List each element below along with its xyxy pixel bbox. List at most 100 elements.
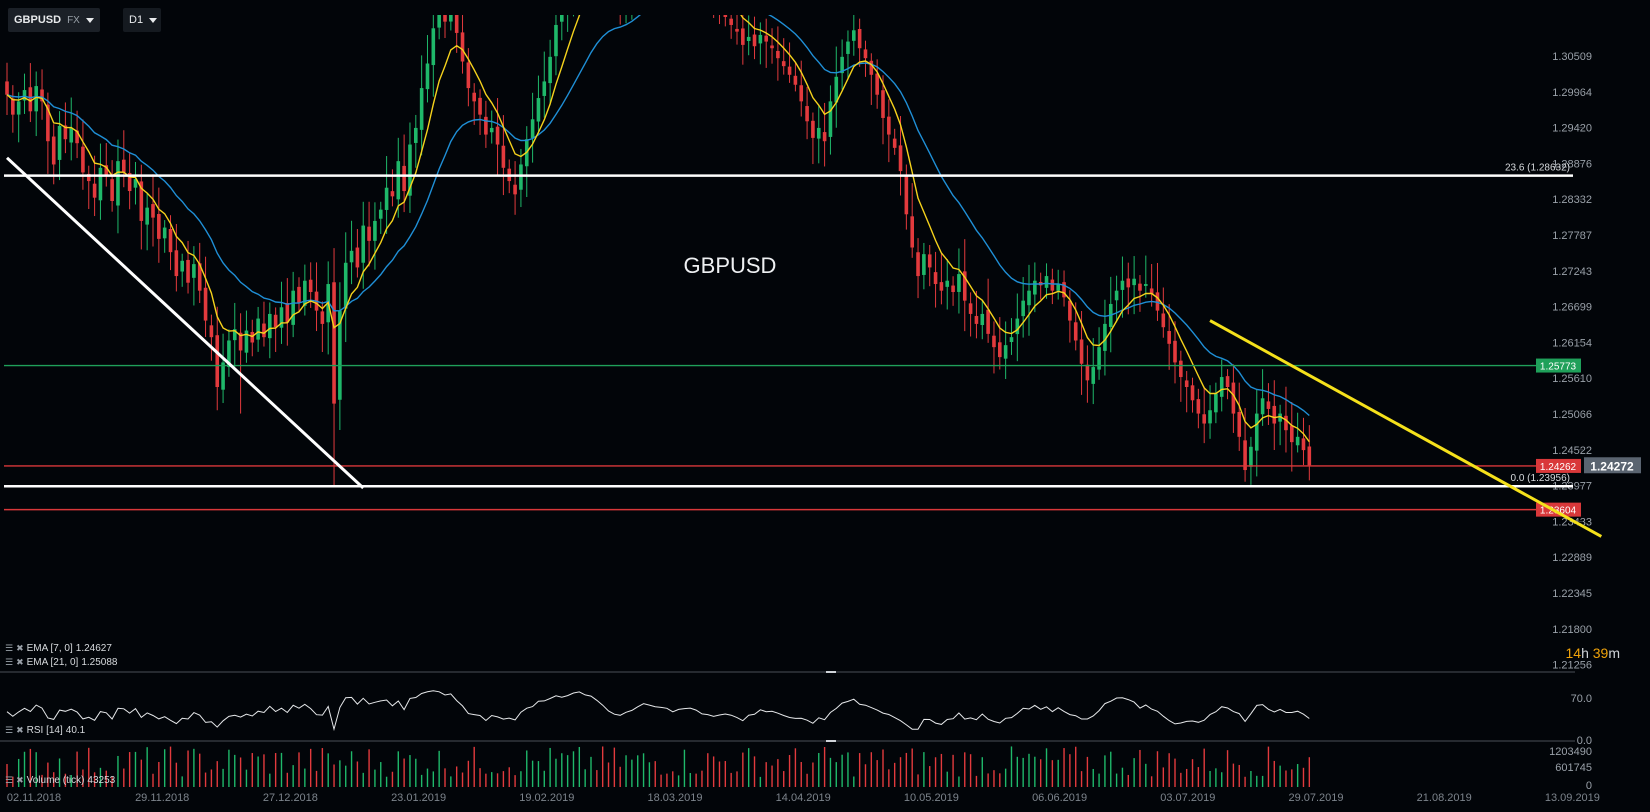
settings-icon[interactable]: ☰ — [5, 657, 14, 667]
candle-body — [279, 307, 284, 328]
candle-body — [1079, 339, 1084, 364]
candle-body — [46, 104, 50, 142]
candle-body — [86, 173, 91, 182]
candle-body — [758, 34, 763, 44]
timeframe-label: D1 — [129, 14, 144, 26]
candle-body — [1260, 398, 1265, 415]
candle-body — [297, 286, 301, 303]
candle-body — [92, 183, 97, 198]
rsi-value: 40.1 — [65, 725, 86, 736]
candle-body — [285, 303, 290, 323]
candle-body — [746, 36, 751, 42]
candle-body — [34, 86, 38, 112]
candle-body — [472, 92, 476, 102]
ema21-label: EMA [21, 0] — [26, 657, 79, 668]
candle-body — [548, 56, 552, 84]
candle-body — [489, 127, 494, 133]
close-icon[interactable]: ✖ — [16, 775, 24, 785]
candle-body — [857, 28, 862, 49]
candle-body — [1295, 436, 1300, 446]
candle-body — [197, 263, 202, 291]
candle-body — [238, 332, 243, 351]
countdown-hours: 14 — [1565, 645, 1582, 661]
candle-body — [168, 228, 173, 253]
rsi-tick-label: 70.0 — [1571, 693, 1592, 705]
x-tick-label: 18.03.2019 — [647, 792, 702, 804]
candle-body — [361, 225, 366, 263]
candle-body — [501, 145, 506, 168]
candle-body — [1202, 414, 1206, 424]
candle-body — [735, 28, 739, 32]
trendline — [5, 156, 365, 490]
candle-body — [863, 49, 868, 59]
candle-body — [478, 97, 482, 115]
candle-body — [180, 260, 184, 272]
settings-icon[interactable]: ☰ — [5, 643, 14, 653]
close-icon[interactable]: ✖ — [16, 643, 24, 653]
y-tick-label: 1.26154 — [1552, 337, 1592, 349]
close-icon[interactable]: ✖ — [16, 657, 24, 667]
x-tick-label: 10.05.2019 — [904, 792, 959, 804]
candle-body — [63, 125, 68, 140]
symbol-label: GBPUSD — [14, 14, 62, 26]
candle-body — [1237, 412, 1242, 437]
candle-body — [291, 290, 295, 325]
candle-body — [519, 164, 523, 190]
candle-body — [566, 0, 570, 15]
candle-body — [1149, 288, 1154, 295]
candle-body — [992, 335, 996, 348]
candle-body — [192, 264, 196, 278]
trendline — [1209, 319, 1603, 538]
candle-body — [384, 187, 389, 210]
y-tick-label: 1.21800 — [1552, 624, 1592, 636]
x-tick-label: 29.07.2019 — [1288, 792, 1343, 804]
current-price-label: 1.24272 — [1590, 459, 1634, 473]
candle-body — [1231, 382, 1236, 414]
volume-tick-label: 1203490 — [1549, 746, 1592, 758]
y-tick-label: 1.22889 — [1552, 552, 1592, 564]
candle-body — [1214, 393, 1218, 413]
candle-body — [962, 271, 967, 301]
settings-icon[interactable]: ☰ — [5, 775, 14, 785]
ema7-line — [6, 15, 1310, 443]
timeframe-selector[interactable]: D1 — [123, 8, 161, 32]
symbol-selector[interactable]: GBPUSD FX — [8, 8, 100, 32]
price-level-badge — [1536, 358, 1581, 373]
candle-body — [513, 184, 517, 195]
candle-body — [957, 274, 961, 292]
candle-body — [974, 315, 979, 324]
candle-body — [186, 259, 190, 283]
candle-body — [1021, 300, 1025, 317]
volume-tick-label: 601745 — [1555, 762, 1592, 774]
y-tick-label: 1.22345 — [1552, 588, 1592, 600]
x-tick-label: 02.11.2018 — [7, 792, 61, 804]
rsi-label: RSI [14] — [26, 725, 63, 736]
x-tick-label: 21.08.2019 — [1417, 792, 1472, 804]
candle-body — [28, 87, 33, 112]
volume-legend: ☰ ✖ Volume (tick) 43253 — [5, 775, 115, 786]
ema21-line — [6, 15, 1310, 417]
candle-body — [729, 18, 733, 25]
candle-body — [530, 119, 535, 139]
candle-body — [57, 125, 62, 160]
candle-body — [402, 165, 406, 192]
candle-body — [1091, 367, 1096, 384]
candle-body — [945, 280, 950, 287]
pane-resize-handle — [826, 671, 836, 673]
candle-body — [454, 15, 459, 33]
y-tick-label: 1.28876 — [1552, 158, 1592, 170]
volume-value: 43253 — [87, 775, 116, 786]
candle-body — [1307, 446, 1312, 466]
candle-body — [1208, 410, 1212, 424]
chevron-down-icon — [149, 17, 158, 23]
close-icon[interactable]: ✖ — [16, 725, 24, 735]
candle-body — [5, 81, 9, 95]
volume-label: Volume (tick) — [26, 775, 85, 786]
candle-body — [466, 62, 471, 89]
candle-body — [846, 41, 850, 54]
candle-body — [1114, 290, 1119, 301]
price-level-badge — [1536, 458, 1581, 473]
settings-icon[interactable]: ☰ — [5, 725, 14, 735]
candle-body — [215, 335, 220, 388]
